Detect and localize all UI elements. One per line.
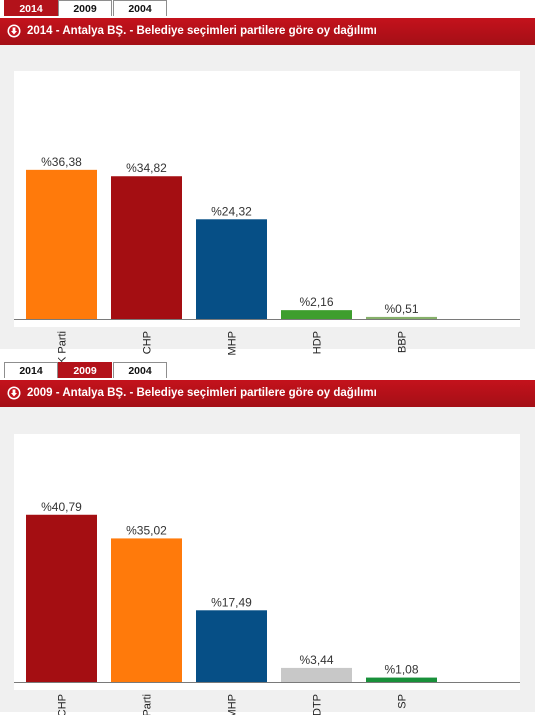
bar-ak-parti[interactable] (26, 169, 97, 319)
tab-2004[interactable]: 2004 (113, 0, 167, 16)
download-icon[interactable] (7, 386, 21, 400)
bar-chp[interactable] (26, 514, 97, 682)
election-panel-2009: 2014 2009 2004 2009 - Antalya BŞ. - Bele… (0, 362, 535, 715)
bar-ak-parti[interactable] (111, 538, 182, 682)
bar-sp[interactable] (366, 677, 437, 682)
data-label: %3,44 (299, 653, 333, 667)
category-label: BBP (397, 331, 409, 353)
bar-dtp[interactable] (281, 667, 352, 682)
election-panel-2014: 2014 2009 2004 2014 - Antalya BŞ. - Bele… (0, 0, 535, 371)
data-label: %24,32 (211, 204, 252, 218)
category-label: AK Parti (57, 331, 69, 371)
tab-2014[interactable]: 2014 (4, 362, 58, 378)
tab-2009[interactable]: 2009 (58, 362, 112, 378)
data-label: %36,38 (41, 155, 82, 169)
data-label: %34,82 (126, 161, 167, 175)
chart-title: 2009 - Antalya BŞ. - Belediye seçimleri … (27, 387, 377, 399)
category-label: DTP (312, 694, 324, 715)
category-label: HDP (312, 331, 324, 354)
download-icon[interactable] (7, 24, 21, 38)
chart-header: 2009 - Antalya BŞ. - Belediye seçimleri … (0, 380, 535, 407)
data-label: %35,02 (126, 523, 167, 537)
category-label: MHP (227, 331, 239, 355)
plot-area: %40,79 CHP %35,02 AK Parti %17,49 MHP %3,44 DTP… (14, 434, 520, 715)
category-label: AK Parti (142, 694, 154, 715)
bar-hdp[interactable] (281, 310, 352, 319)
bar-mhp[interactable] (196, 610, 267, 682)
tab-2014[interactable]: 2014 (4, 0, 58, 16)
bar-chart-2014: %36,38 AK Parti %34,82 CHP %24,32 MHP %2,16 HDP… (14, 155, 520, 371)
year-tabs: 2014 2009 2004 (0, 362, 535, 380)
chart-area: %40,79 CHP %35,02 AK Parti %17,49 MHP %3,44 DTP… (0, 407, 535, 715)
plot-area: %36,38 AK Parti %34,82 CHP %24,32 MHP %2,16 HDP… (14, 71, 520, 371)
bar-bbp[interactable] (366, 316, 437, 319)
chart-header: 2014 - Antalya BŞ. - Belediye seçimleri … (0, 18, 535, 45)
chart-area: %36,38 AK Parti %34,82 CHP %24,32 MHP %2,16 HDP… (0, 45, 535, 371)
data-label: %2,16 (299, 295, 333, 309)
category-label: MHP (227, 694, 239, 715)
tab-2009[interactable]: 2009 (58, 0, 112, 16)
data-label: %1,08 (384, 663, 418, 677)
bar-chp[interactable] (111, 176, 182, 319)
tab-2004[interactable]: 2004 (113, 362, 167, 378)
data-label: %40,79 (41, 500, 82, 514)
data-label: %17,49 (211, 595, 252, 609)
data-label: %0,51 (384, 302, 418, 316)
category-label: CHP (57, 694, 69, 715)
category-label: SP (397, 694, 409, 709)
bar-mhp[interactable] (196, 219, 267, 319)
year-tabs: 2014 2009 2004 (0, 0, 535, 18)
category-label: CHP (142, 331, 154, 354)
chart-title: 2014 - Antalya BŞ. - Belediye seçimleri … (27, 25, 377, 37)
bar-chart-2009: %40,79 CHP %35,02 AK Parti %17,49 MHP %3,44 DTP… (14, 500, 520, 715)
